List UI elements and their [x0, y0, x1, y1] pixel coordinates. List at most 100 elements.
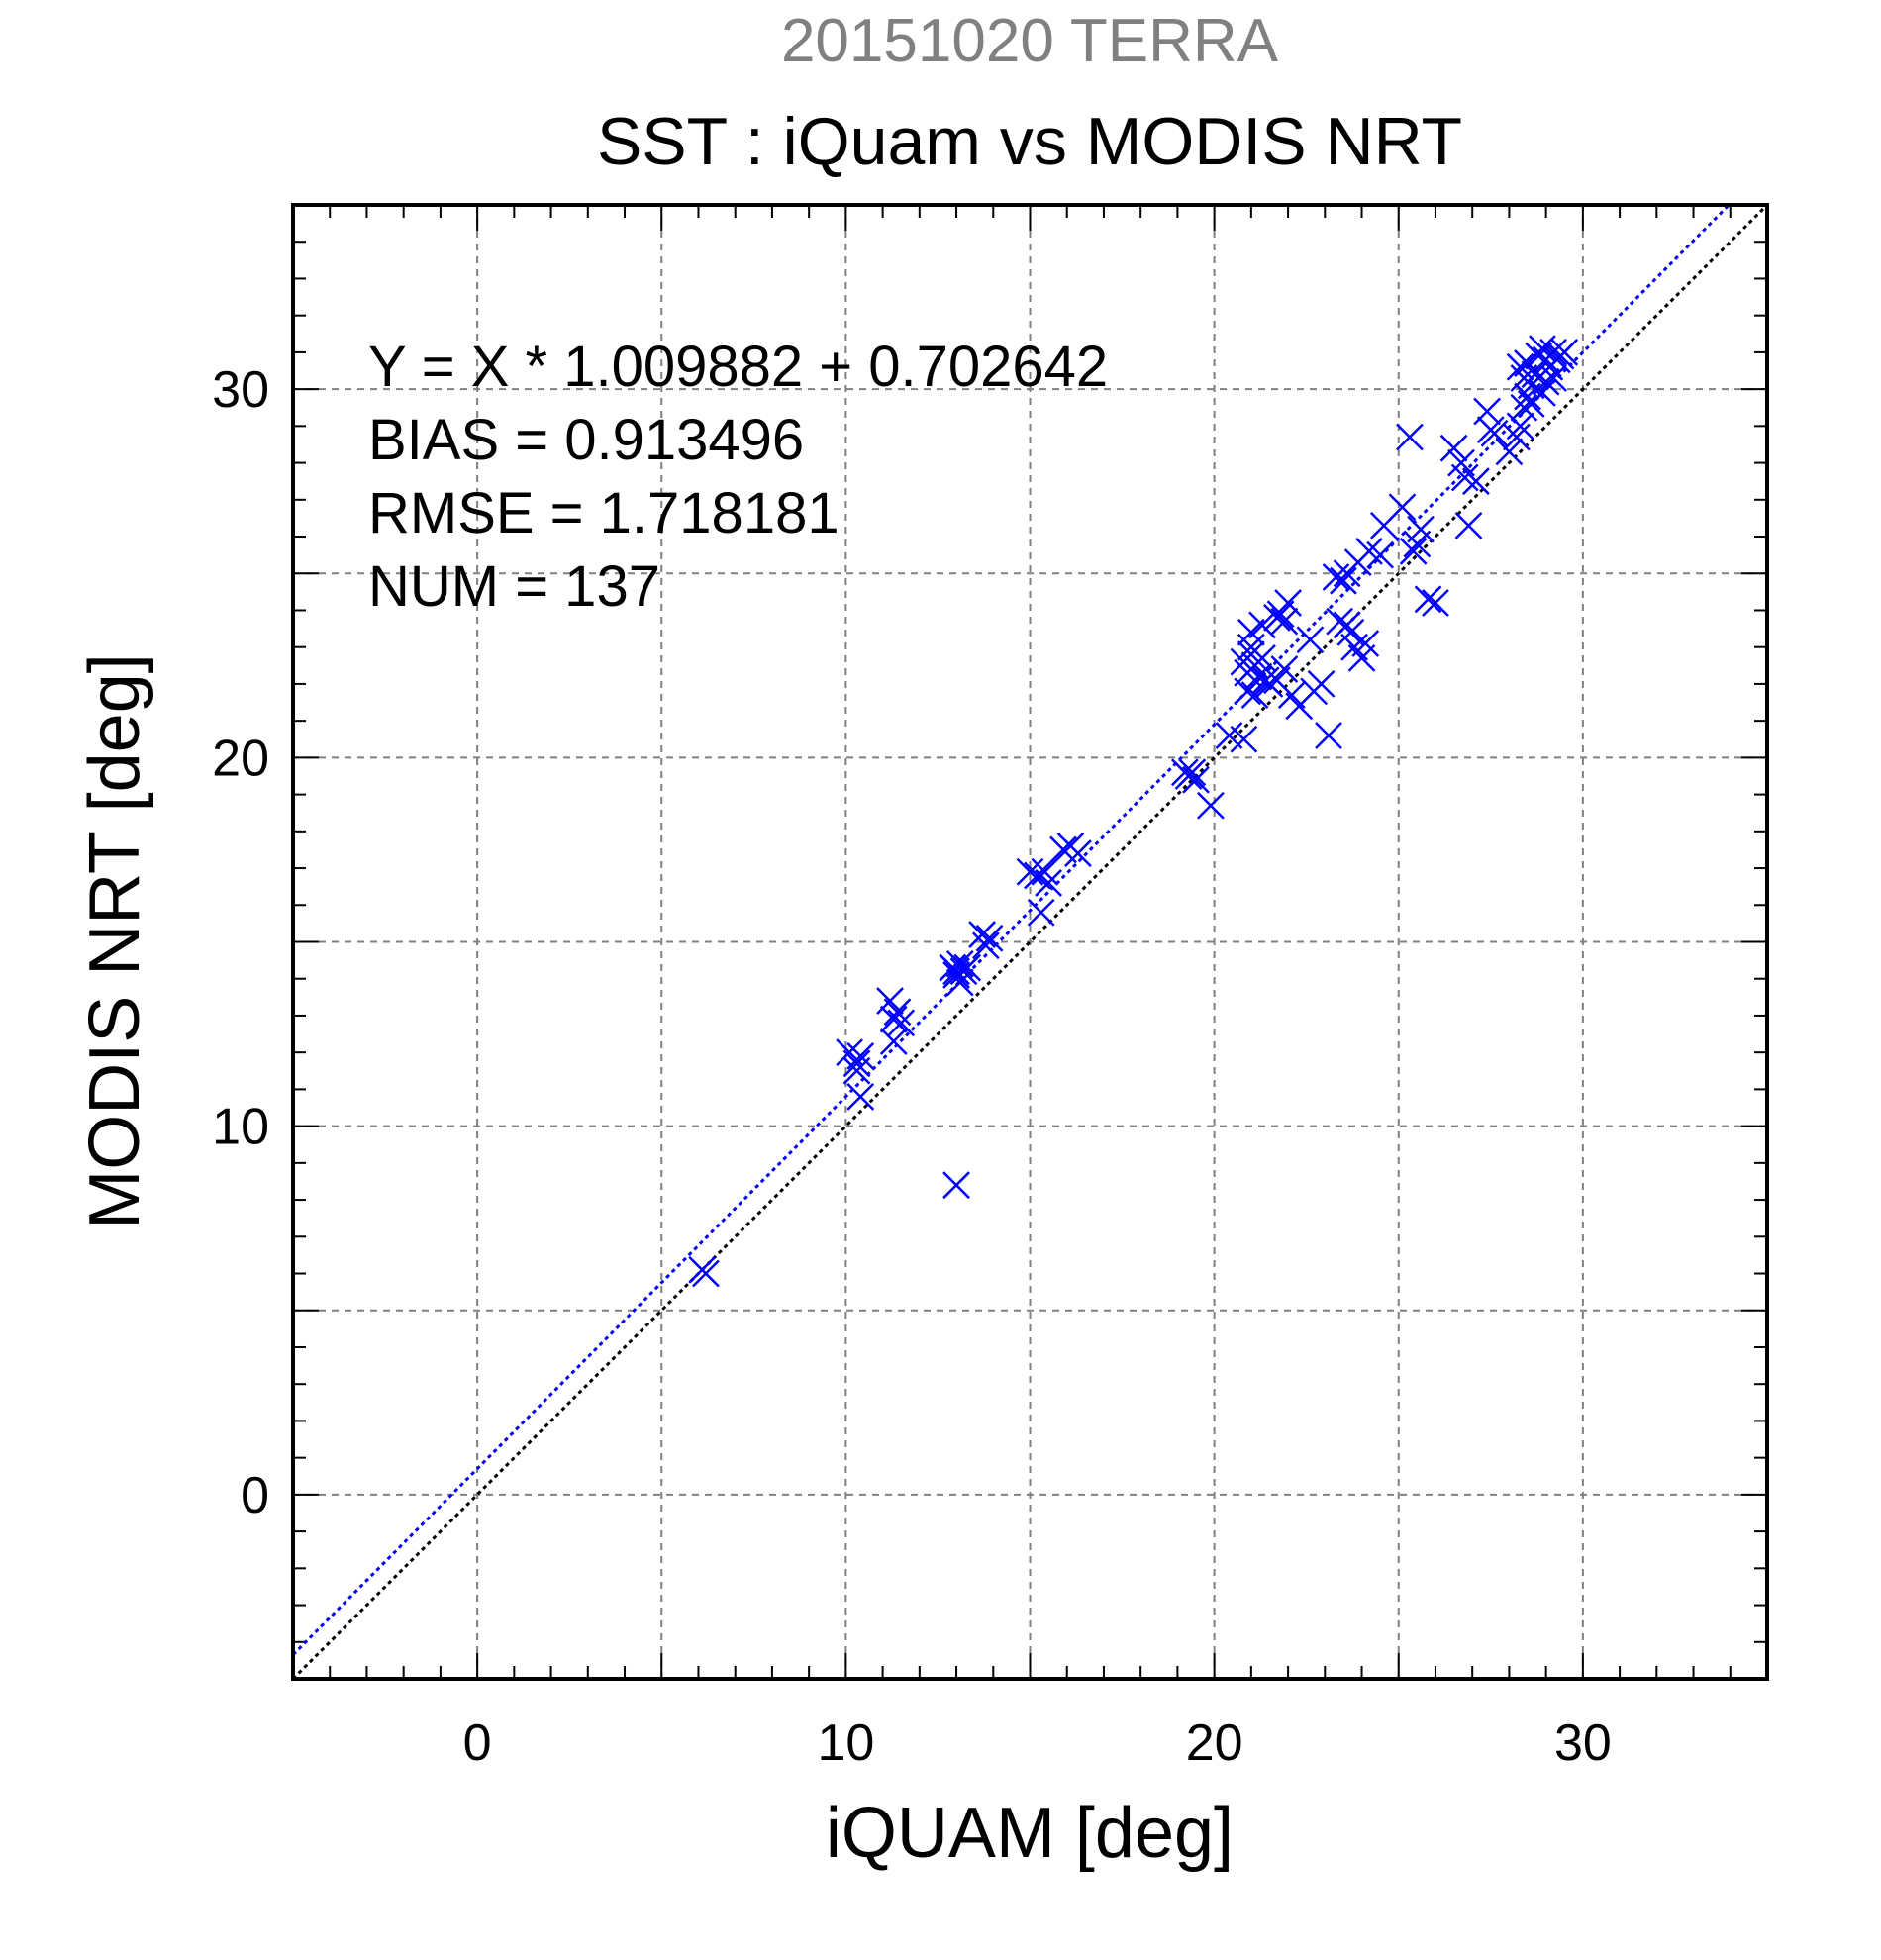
x-tick-label: 10 — [817, 1715, 874, 1772]
data-point-stroke — [692, 1259, 720, 1288]
data-point-stroke — [975, 924, 1004, 952]
data-point-stroke — [1270, 607, 1299, 636]
annotation-fit-equation: Y = X * 1.009882 + 0.702642 — [368, 335, 1108, 399]
data-point-stroke — [1439, 434, 1468, 462]
data-point-stroke — [1237, 640, 1265, 669]
data-point-stroke — [879, 1028, 908, 1055]
data-point — [1266, 600, 1295, 629]
data-point-stroke — [1024, 861, 1051, 890]
plot-frame — [291, 203, 1769, 1681]
data-point-stroke — [1407, 515, 1435, 543]
data-point-stroke — [1296, 626, 1325, 654]
data-point-stroke — [1182, 765, 1210, 794]
data-point-stroke — [1510, 393, 1538, 422]
data-point-stroke — [1277, 681, 1306, 709]
annotation-rmse: RMSE = 1.718181 — [368, 481, 840, 545]
data-point-stroke — [1266, 600, 1295, 629]
data-point-stroke — [1422, 589, 1449, 617]
data-point — [1355, 538, 1383, 565]
x-tick-label: 0 — [463, 1715, 492, 1772]
data-point-stroke — [879, 1005, 908, 1033]
data-point-stroke — [1197, 791, 1225, 820]
data-point — [1454, 511, 1483, 539]
data-point — [1234, 677, 1262, 706]
data-point-stroke — [1322, 563, 1350, 591]
data-point-stroke — [1447, 448, 1475, 477]
data-point — [1495, 438, 1524, 466]
data-point-stroke — [1506, 352, 1534, 381]
data-point — [1064, 839, 1092, 868]
data-point — [1529, 378, 1556, 407]
data-point-stroke — [1414, 585, 1442, 614]
data-point — [1473, 397, 1501, 426]
data-point-stroke — [1539, 339, 1567, 366]
data-points — [688, 335, 1579, 1288]
data-point-stroke — [968, 921, 996, 948]
data-point — [842, 1056, 871, 1085]
data-point — [1270, 607, 1299, 636]
data-point — [1197, 791, 1225, 820]
data-point — [1307, 670, 1336, 698]
data-point — [1230, 725, 1258, 753]
data-point — [879, 1028, 908, 1055]
data-point-stroke — [1366, 540, 1395, 569]
y-tick-label: 20 — [212, 730, 269, 787]
data-point-stroke — [1351, 630, 1380, 657]
data-point — [1351, 630, 1380, 657]
data-point-stroke — [1064, 839, 1092, 868]
x-axis-label: iQUAM [deg] — [826, 1794, 1234, 1873]
data-point-stroke — [1315, 722, 1342, 749]
data-point-stroke — [1027, 898, 1055, 927]
data-point-stroke — [1495, 438, 1524, 466]
data-point-stroke — [1333, 611, 1361, 639]
data-point — [1178, 758, 1207, 787]
data-point — [1315, 722, 1342, 749]
y-tick-label: 0 — [241, 1467, 269, 1524]
data-point — [1240, 681, 1269, 709]
data-point — [846, 1082, 875, 1111]
data-point-stroke — [953, 953, 982, 982]
data-point-stroke — [1355, 538, 1383, 565]
data-point-stroke — [1336, 618, 1365, 646]
data-point — [1330, 566, 1357, 595]
data-point-stroke — [1234, 677, 1262, 706]
data-point — [1539, 364, 1567, 392]
minor-ticks — [293, 205, 1767, 1679]
x-tick-label: 20 — [1186, 1715, 1243, 1772]
data-point — [1396, 423, 1424, 451]
data-point — [1422, 589, 1449, 617]
data-point-stroke — [1550, 339, 1579, 366]
chart-title: SST : iQuam vs MODIS NRT — [597, 104, 1462, 179]
data-point — [1248, 643, 1276, 672]
y-axis-label: MODIS NRT [deg] — [75, 653, 154, 1229]
data-point-stroke — [883, 998, 912, 1027]
data-point — [971, 931, 1000, 960]
data-point — [1510, 393, 1538, 422]
data-point-stroke — [842, 1049, 871, 1078]
data-point — [1388, 493, 1417, 522]
data-point — [1529, 335, 1556, 363]
data-point — [1407, 515, 1435, 543]
data-point-stroke — [1502, 423, 1531, 451]
data-point-stroke — [1248, 611, 1276, 639]
data-point-stroke — [1539, 364, 1567, 392]
stats-annotation: Y = X * 1.009882 + 0.702642 BIAS = 0.913… — [368, 335, 1108, 619]
data-point — [1399, 538, 1428, 565]
data-point-stroke — [1450, 463, 1479, 492]
data-point — [1237, 640, 1265, 669]
data-point-stroke — [1529, 335, 1556, 363]
data-point — [1035, 869, 1062, 897]
data-point — [968, 921, 996, 948]
data-point-stroke — [1454, 511, 1483, 539]
data-point — [1550, 339, 1579, 366]
data-point — [1270, 655, 1299, 683]
data-point — [1016, 857, 1044, 886]
data-point-stroke — [1307, 670, 1336, 698]
data-point — [1031, 857, 1059, 886]
data-point-stroke — [1031, 857, 1059, 886]
data-point-stroke — [842, 1056, 871, 1085]
data-point — [1439, 434, 1468, 462]
data-point-stroke — [1476, 416, 1505, 443]
data-point-stroke — [1396, 423, 1424, 451]
